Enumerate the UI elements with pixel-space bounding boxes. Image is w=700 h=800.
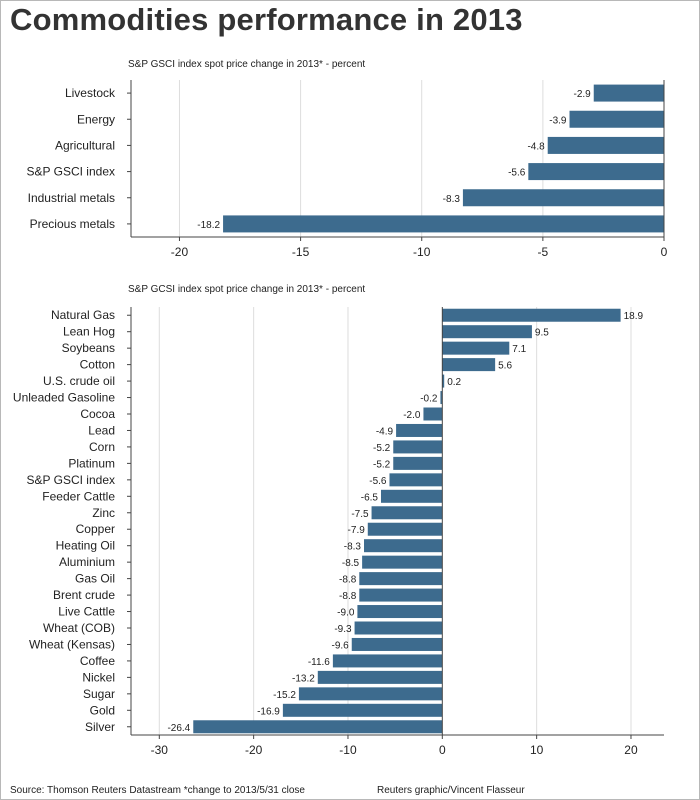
top-category-label: Industrial metals xyxy=(28,191,115,205)
top-category-label: S&P GSCI index xyxy=(27,165,116,179)
top-value-label: -18.2 xyxy=(197,220,220,231)
top-value-label: -4.8 xyxy=(527,141,545,152)
top-category-label: Energy xyxy=(77,112,115,126)
footer-credit: Reuters graphic/Vincent Flasseur xyxy=(377,785,525,796)
top-bar xyxy=(593,84,664,102)
footer-source: Source: Thomson Reuters Datastream *chan… xyxy=(10,785,305,796)
top-x-tick-label: -20 xyxy=(171,245,189,259)
top-category-label: Livestock xyxy=(65,86,116,100)
top-bar xyxy=(462,189,664,207)
top-bar xyxy=(569,110,664,128)
top-category-label: Precious metals xyxy=(30,217,115,231)
top-subtitle: S&P GSCI index spot price change in 2013… xyxy=(128,59,365,70)
page-title: Commodities performance in 2013 xyxy=(10,2,523,37)
top-value-label: -8.3 xyxy=(443,194,461,205)
top-category-label: Agricultural xyxy=(55,138,115,152)
top-value-label: -3.9 xyxy=(549,115,567,126)
top-x-tick-label: -15 xyxy=(292,245,310,259)
top-x-tick-label: 0 xyxy=(661,245,668,259)
top-x-tick-label: -10 xyxy=(413,245,431,259)
top-x-tick-label: -5 xyxy=(538,245,549,259)
top-value-label: -2.9 xyxy=(574,89,592,100)
top-bar xyxy=(547,136,664,154)
top-bar xyxy=(223,215,664,233)
top-value-label: -5.6 xyxy=(508,168,526,179)
top-bar xyxy=(528,163,664,181)
